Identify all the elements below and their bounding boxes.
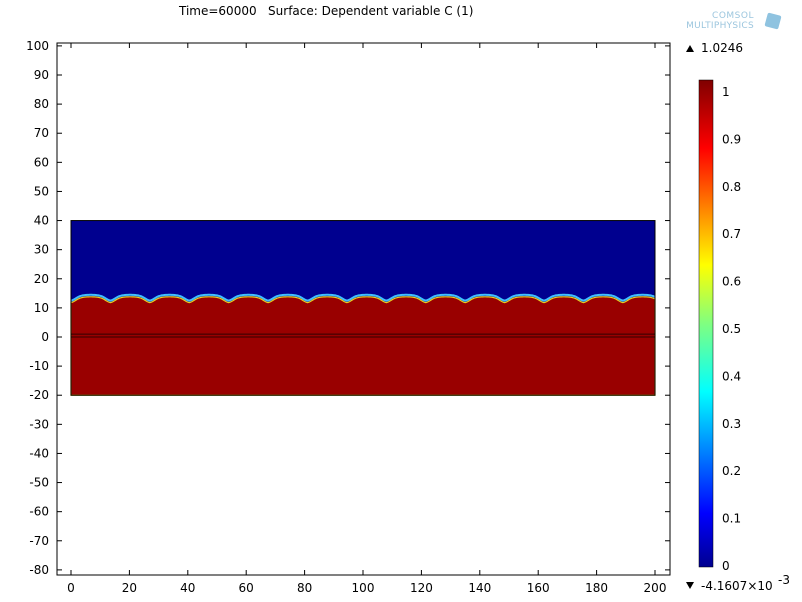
y-tick-label: 10 [34,301,49,315]
colorbar-tick-label: 0.6 [722,275,741,289]
y-tick-label: 40 [34,214,49,228]
y-tick-label: 20 [34,272,49,286]
y-tick-label: 90 [34,68,49,82]
colorbar-tick-label: 1 [722,85,730,99]
colorbar-tick-label: 0.3 [722,417,741,431]
y-tick-label: -50 [29,476,49,490]
y-tick-label: 0 [41,330,49,344]
y-tick-label: 30 [34,243,49,257]
comsol-logo: COMSOL MULTIPHYSICS [668,11,788,35]
colorbar-tick-label: 0.5 [722,322,741,336]
x-tick-label: 40 [180,581,195,595]
x-tick-label: 80 [297,581,312,595]
domain-high-region [70,296,656,396]
colorbar-tick-label: 0.4 [722,369,741,383]
y-tick-label: -30 [29,417,49,431]
colorbar-min-exponent: -3 [778,573,790,587]
logo-line2: MULTIPHYSICS [686,21,754,31]
y-tick-label: 100 [26,39,49,53]
x-tick-label: 120 [410,581,433,595]
colorbar-min-label: -4.1607×10 [701,579,773,593]
y-tick-label: -10 [29,359,49,373]
x-tick-label: 60 [239,581,254,595]
y-tick-label: -20 [29,388,49,402]
min-triangle-icon [686,582,694,589]
y-tick-label: -70 [29,534,49,548]
interface-glow [70,293,656,302]
x-tick-label: 160 [527,581,550,595]
colorbar-tick-label: 0.1 [722,512,741,526]
y-tick-label: -40 [29,446,49,460]
y-tick-label: -80 [29,563,49,577]
y-tick-label: 80 [34,97,49,111]
x-tick-label: 20 [122,581,137,595]
logo-line1: COMSOL [712,11,754,21]
colorbar-tick-label: 0 [722,559,730,573]
x-tick-label: 140 [468,581,491,595]
colorbar-tick-label: 0.7 [722,227,741,241]
colorbar-tick-label: 0.9 [722,132,741,146]
plot-title: Time=60000 Surface: Dependent variable C… [179,4,474,18]
colorbar [698,79,714,568]
y-tick-label: -60 [29,505,49,519]
colorbar-max-label: 1.0246 [701,41,743,55]
x-tick-label: 100 [352,581,375,595]
x-tick-label: 0 [67,581,75,595]
x-tick-label: 200 [644,581,667,595]
y-tick-label: 50 [34,184,49,198]
colorbar-tick-label: 0.8 [722,180,741,194]
y-tick-label: 60 [34,155,49,169]
max-triangle-icon [686,45,694,52]
colorbar-tick-label: 0.2 [722,464,741,478]
y-tick-label: 70 [34,126,49,140]
x-tick-label: 180 [585,581,608,595]
domain-border [70,220,656,396]
